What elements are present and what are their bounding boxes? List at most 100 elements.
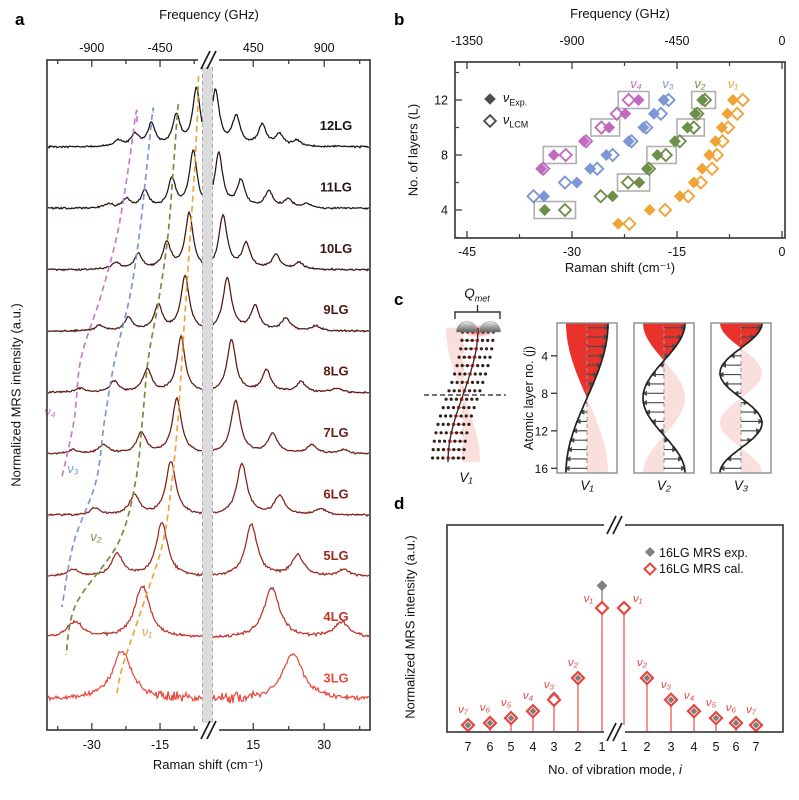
point-exp-ν₂-5 [606, 190, 619, 203]
qmet-bracket [454, 305, 501, 319]
c-v1-stack-label: V₁ [459, 470, 473, 485]
point-lcm-ν₁-3 [622, 216, 637, 232]
met-subscript: met [474, 293, 490, 304]
d-y-axis-title: Normalized MRS intensity (a.u.) [402, 535, 418, 719]
b-x-tick-label: 0 [779, 245, 786, 259]
panel-b-frame [454, 61, 786, 239]
metal-dome-icon [456, 321, 478, 333]
panel-letter-d: d [394, 494, 405, 513]
c-layer-tick-label: 16 [535, 462, 549, 476]
a-y-axis-title: Normalized MRS intensity (a.u.) [8, 303, 24, 487]
marker-exp-right-4 [690, 707, 698, 715]
spectrum-trace-12LG [47, 86, 369, 149]
d-x-tick-label: 1 [599, 740, 606, 754]
trace-label-7LG: 7LG [323, 425, 348, 440]
b-series-label-ν₄: ν₄ [630, 77, 641, 91]
b-series-label-ν₂: ν₂ [694, 77, 705, 91]
spectrum-trace-5LG [47, 521, 370, 577]
d-mode-label: ν₂ [637, 657, 648, 669]
trace-label-8LG: 8LG [323, 364, 348, 379]
trace-label-5LG: 5LG [323, 548, 348, 563]
point-exp-ν₁-8 [703, 149, 716, 161]
b-top-tick-label: -900 [559, 34, 584, 48]
trace-label-9LG: 9LG [323, 302, 348, 317]
point-exp-ν₂-12 [696, 94, 709, 106]
d-x-tick-label: 5 [508, 740, 515, 754]
d-x-tick-label: 7 [465, 740, 472, 754]
d-x-tick-label: 3 [668, 740, 675, 754]
guide-label-ν₂: ν₂ [90, 530, 101, 544]
guide-label-ν₄: ν₄ [44, 405, 55, 419]
d-mode-label: ν₇ [746, 704, 757, 716]
point-exp-ν₄-8 [547, 149, 560, 161]
marker-exp-left-6 [486, 719, 494, 727]
panel-letter-c: c [394, 290, 404, 309]
point-exp-ν₁-11 [721, 107, 734, 120]
mode-panel-frame [556, 322, 618, 474]
d-mode-label: ν₆ [726, 702, 737, 714]
d-x-tick-label: 4 [691, 740, 698, 754]
point-lcm-ν₂-8 [658, 147, 674, 163]
a-top-tick-label: -450 [148, 41, 173, 55]
panel-letter-b: b [394, 10, 405, 29]
point-exp-ν₁-12 [727, 94, 739, 106]
point-exp-ν₃-11 [647, 107, 660, 120]
mode-panel-v1: 4 8 12 16 [535, 322, 618, 476]
panel-letter-a: a [15, 10, 25, 29]
d-x-tick-label: 3 [551, 740, 558, 754]
point-lcm-ν₁-12 [735, 92, 751, 108]
panel-d-plot: ν₇ 7 ν₆ 6 ν₅ 5 ν₄ 4 ν₃ 3 ν₂ 2 ν₁ 1 ν₇ 7 ν₆ 6 ν₅ 5 ν₄ 4 ν₃ 3 ν₂ 2 ν… [446, 515, 784, 754]
b-y-tick-label: 4 [441, 204, 448, 218]
highlight-box-ν₄-12 [617, 90, 650, 110]
d-legend-cal-label: 16LG MRS cal. [659, 562, 744, 576]
lcm-subscript: LCM [509, 119, 529, 130]
spectrum-trace-8LG [48, 334, 370, 394]
trace-label-11LG: 11LG [320, 179, 352, 194]
trace-label-3LG: 3LG [323, 671, 348, 686]
metal-dome-icon [479, 321, 501, 333]
pale-antinode-fill [587, 398, 608, 473]
guide-ν₁ [116, 75, 200, 694]
a-top-tick-label: 450 [243, 41, 264, 55]
b-series-label-ν₁: ν₁ [728, 77, 738, 91]
b-legend-lcm-marker [482, 113, 498, 129]
highlight-box-ν₄-10 [590, 118, 621, 137]
point-lcm-ν₃-5 [526, 188, 541, 204]
d-mode-label: ν₅ [706, 697, 717, 709]
stack-mode-curve [447, 327, 479, 463]
marker-exp-right-2 [643, 674, 651, 682]
trace-label-4LG: 4LG [323, 609, 348, 624]
point-exp-ν₃-8 [600, 149, 613, 161]
point-exp-ν₃-5 [538, 190, 550, 203]
point-exp-ν₁-4 [643, 204, 656, 216]
c-mode-label-v1: V₁ [580, 478, 594, 493]
point-lcm-ν₁-11 [729, 106, 745, 122]
d-x-tick-label: 2 [575, 740, 582, 754]
c-y-axis-title: Atomic layer no. (j) [522, 345, 536, 451]
d-x-title-i: i [678, 762, 682, 777]
c-mode-label-v2: V₂ [656, 478, 672, 493]
point-exp-ν₂-4 [538, 204, 551, 216]
mode-panel-frame [710, 322, 772, 474]
mode-panel-v3 [710, 322, 772, 474]
marker-cal-left-3 [546, 692, 562, 708]
b-x-axis-title: Raman shift (cm⁻¹) [564, 260, 676, 275]
mode-curve-v3 [719, 322, 763, 474]
b-y-axis-title: No. of layers (L) [405, 103, 421, 197]
pale-antinode-fill [741, 348, 762, 398]
q-symbol: Q [464, 286, 475, 301]
point-lcm-ν₄-8 [558, 147, 574, 163]
a-top-tick-label: -900 [79, 41, 104, 55]
b-y-tick-label: 12 [434, 94, 448, 108]
marker-exp-left-1 [596, 580, 608, 592]
spectrum-trace-10LG [47, 210, 370, 272]
d-x-axis-title: No. of vibration mode, i [548, 762, 682, 777]
guide-ν₃ [61, 107, 155, 608]
d-x-tick-label: 7 [753, 740, 760, 754]
highlight-box-ν₂-4 [533, 200, 577, 220]
d-x-tick-label: 6 [733, 740, 740, 754]
marker-exp-left-5 [507, 714, 515, 722]
d-mode-label: ν₁ [584, 593, 594, 605]
b-y-tick-label: 8 [441, 149, 448, 163]
point-exp-ν₃-9 [622, 135, 635, 148]
